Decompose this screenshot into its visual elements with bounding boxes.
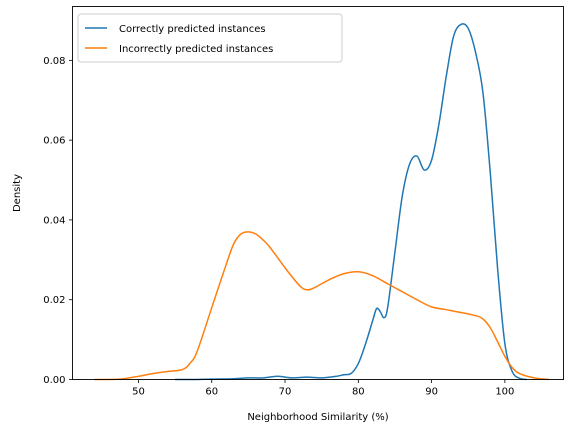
x-tick-label: 70 — [279, 387, 292, 398]
x-tick-label: 90 — [425, 387, 438, 398]
series-line-correct — [175, 23, 527, 381]
legend-label-correct: Correctly predicted instances — [119, 24, 266, 35]
x-tick-label: 50 — [132, 387, 145, 398]
legend-box — [77, 13, 343, 63]
legend-label-incorrect: Incorrectly predicted instances — [119, 44, 273, 55]
y-tick-label: 0.02 — [43, 295, 65, 306]
y-tick-label: 0.04 — [43, 215, 65, 226]
y-tick-label: 0.08 — [43, 56, 65, 67]
y-tick-label: 0.06 — [43, 136, 65, 147]
x-tick-label: 60 — [205, 387, 218, 398]
legend: Correctly predicted instances Incorrectl… — [77, 13, 343, 63]
y-axis-ticks: 0.00 0.02 0.04 0.06 0.08 — [43, 56, 73, 386]
plot-frame — [72, 6, 564, 380]
x-axis-label: Neighborhood Similarity (%) — [247, 412, 388, 423]
plot-lines — [94, 23, 549, 381]
x-tick-label: 80 — [352, 387, 365, 398]
y-tick-label: 0.00 — [43, 375, 65, 386]
y-axis-label: Density — [12, 174, 23, 212]
x-axis-ticks: 50 60 70 80 90 100 — [132, 379, 514, 398]
series-line-incorrect — [94, 231, 549, 381]
x-tick-label: 100 — [495, 387, 514, 398]
